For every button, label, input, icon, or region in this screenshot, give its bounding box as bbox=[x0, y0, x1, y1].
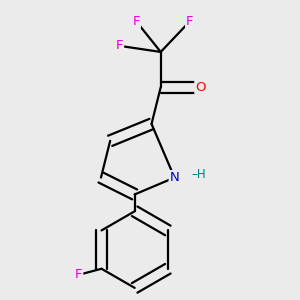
Text: F: F bbox=[75, 268, 82, 281]
Text: –H: –H bbox=[191, 168, 206, 181]
Text: O: O bbox=[195, 81, 206, 94]
Text: F: F bbox=[133, 15, 140, 28]
Text: F: F bbox=[186, 15, 194, 28]
Text: N: N bbox=[169, 171, 179, 184]
Text: F: F bbox=[116, 39, 123, 52]
